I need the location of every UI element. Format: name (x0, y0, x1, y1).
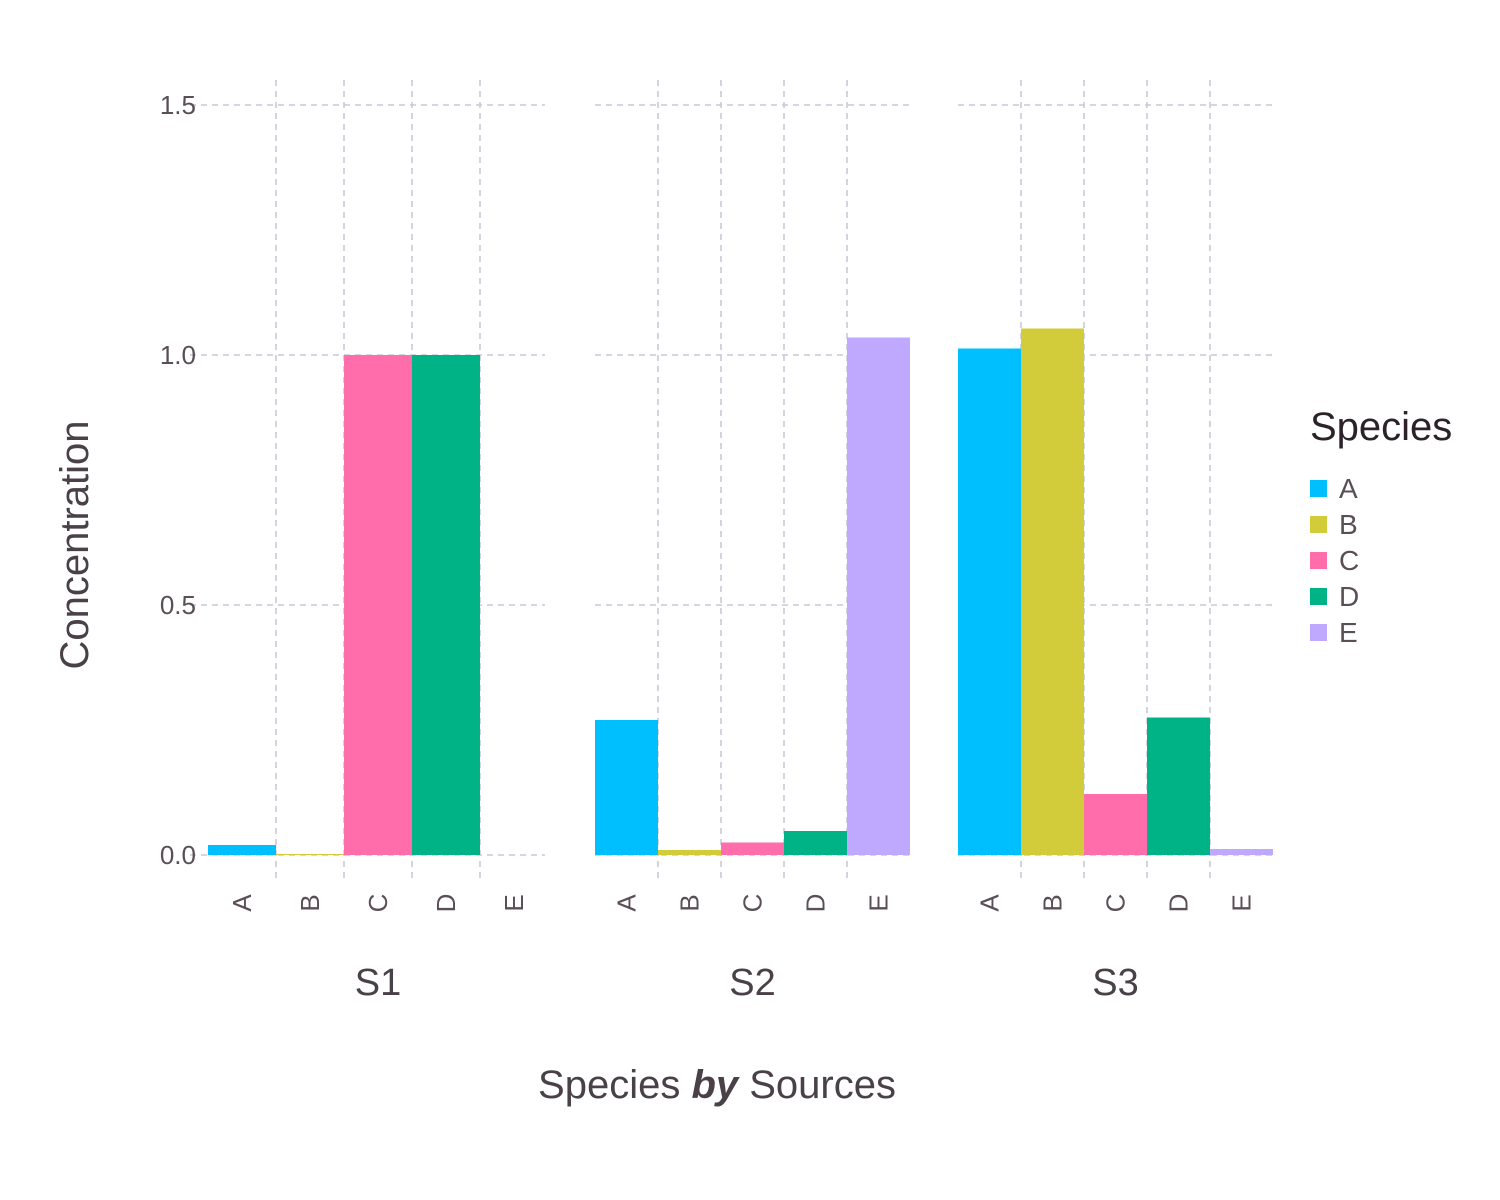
x-tick-label: C (363, 894, 393, 913)
bar-s1-a (208, 845, 276, 855)
x-axis-title-part-2: by (691, 1063, 739, 1107)
y-axis-ticks: 0.0 0.5 1.0 1.5 (160, 90, 196, 870)
bar-s1-c (344, 355, 412, 855)
legend-swatch-d (1310, 588, 1327, 605)
legend-swatch-a (1310, 480, 1327, 497)
x-tick-label: B (675, 894, 705, 911)
x-axis-title-part-3: Sources (738, 1063, 896, 1107)
legend-title: Species (1310, 405, 1452, 449)
legend-label-d: D (1339, 581, 1359, 612)
bar-s2-c (721, 842, 784, 855)
bar-s3-a (958, 348, 1021, 855)
x-tick-label: A (612, 894, 642, 912)
x-tick-label: B (1038, 894, 1068, 911)
bar-s2-d (784, 831, 847, 855)
facet-label-s1: S1 (355, 962, 401, 1004)
facet-labels: S1 S2 S3 (355, 962, 1139, 1004)
bar-s3-b (1021, 328, 1084, 855)
y-tick-label: 0.0 (160, 840, 196, 870)
y-tick-label: 1.5 (160, 90, 196, 120)
x-tick-label: B (295, 894, 325, 911)
bar-s1-d (412, 355, 480, 855)
x-tick-label: C (738, 894, 768, 913)
x-tick-label: E (1227, 894, 1257, 911)
bar-s3-c (1084, 794, 1147, 855)
x-tick-label: D (801, 894, 831, 913)
bar-s1-b (276, 854, 344, 855)
x-tick-label: D (1164, 894, 1194, 913)
x-tick-label: E (864, 894, 894, 911)
bar-s2-a (595, 720, 658, 855)
legend-label-b: B (1339, 509, 1358, 540)
bar-s2-b (658, 850, 721, 855)
x-tick-label: C (1101, 894, 1131, 913)
x-tick-label: A (975, 894, 1005, 912)
x-axis-title-part-1: Species (538, 1063, 691, 1107)
legend-swatch-b (1310, 516, 1327, 533)
legend-label-e: E (1339, 617, 1358, 648)
legend-swatch-c (1310, 552, 1327, 569)
legend-label-c: C (1339, 545, 1359, 576)
y-axis-title: Concentration (53, 420, 97, 669)
facet-label-s2: S2 (729, 962, 775, 1004)
y-tick-label: 0.5 (160, 590, 196, 620)
facet-label-s3: S3 (1092, 962, 1138, 1004)
x-tick-label: A (227, 894, 257, 912)
bar-s2-e (847, 337, 910, 855)
bar-s3-d (1147, 717, 1210, 855)
bar-s3-e (1210, 849, 1273, 855)
legend-label-a: A (1339, 473, 1358, 504)
y-tick-label: 1.0 (160, 340, 196, 370)
legend-swatch-e (1310, 624, 1327, 641)
x-tick-label: D (431, 894, 461, 913)
bar-layer (208, 328, 1273, 855)
x-axis-title: Species by Sources (538, 1063, 896, 1107)
x-tick-label: E (499, 894, 529, 911)
